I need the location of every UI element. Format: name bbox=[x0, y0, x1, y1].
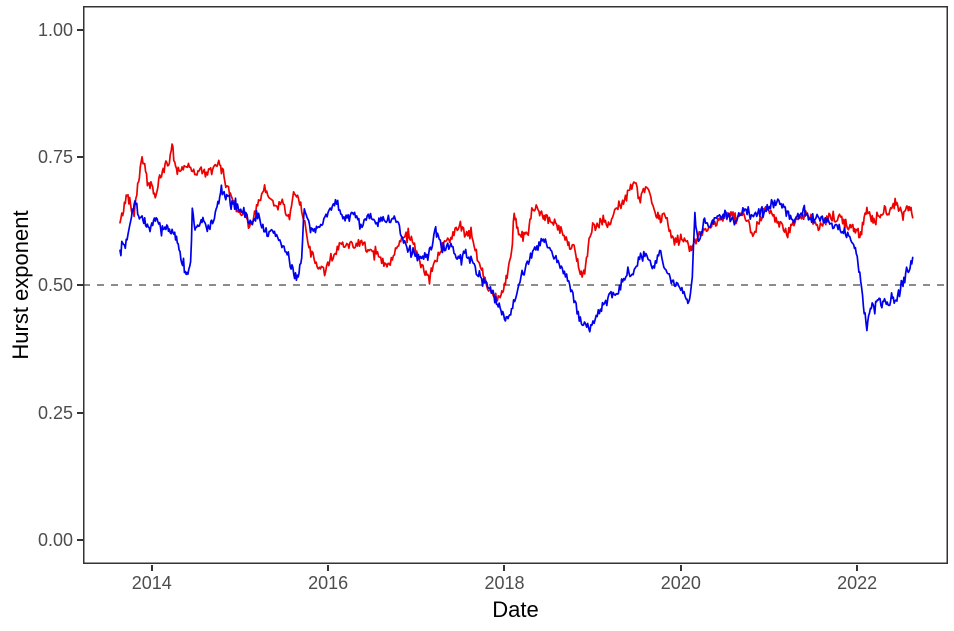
plot-panel bbox=[83, 6, 948, 564]
y-tick-mark bbox=[77, 284, 83, 286]
y-tick-mark bbox=[77, 156, 83, 159]
x-tick-label-2020: 2020 bbox=[660, 573, 701, 593]
y-tick-mark bbox=[77, 411, 83, 414]
x-axis-title: Date bbox=[492, 597, 539, 622]
y-tick-mark bbox=[77, 539, 83, 542]
y-tick-label-0.00: 0.00 bbox=[37, 530, 73, 551]
x-tick-mark bbox=[856, 565, 859, 571]
x-tick-label-2022: 2022 bbox=[837, 573, 878, 593]
y-tick-label-0.75: 0.75 bbox=[37, 147, 73, 168]
panel-border bbox=[83, 6, 948, 564]
x-tick-label-2016: 2016 bbox=[308, 573, 349, 593]
y-tick-label-0.50: 0.50 bbox=[37, 275, 73, 295]
x-tick-mark bbox=[150, 565, 153, 571]
x-tick-mark bbox=[327, 565, 330, 571]
x-tick-label-2014: 2014 bbox=[131, 573, 172, 593]
x-tick-mark bbox=[679, 565, 682, 571]
x-tick-label-2018: 2018 bbox=[484, 573, 525, 593]
y-tick-label-1.00: 1.00 bbox=[37, 19, 73, 40]
x-tick-mark bbox=[503, 565, 506, 571]
series-line-blue bbox=[119, 184, 914, 333]
y-tick-label-0.25: 0.25 bbox=[37, 402, 73, 423]
y-tick-mark bbox=[77, 28, 83, 31]
plot-area bbox=[83, 6, 948, 564]
